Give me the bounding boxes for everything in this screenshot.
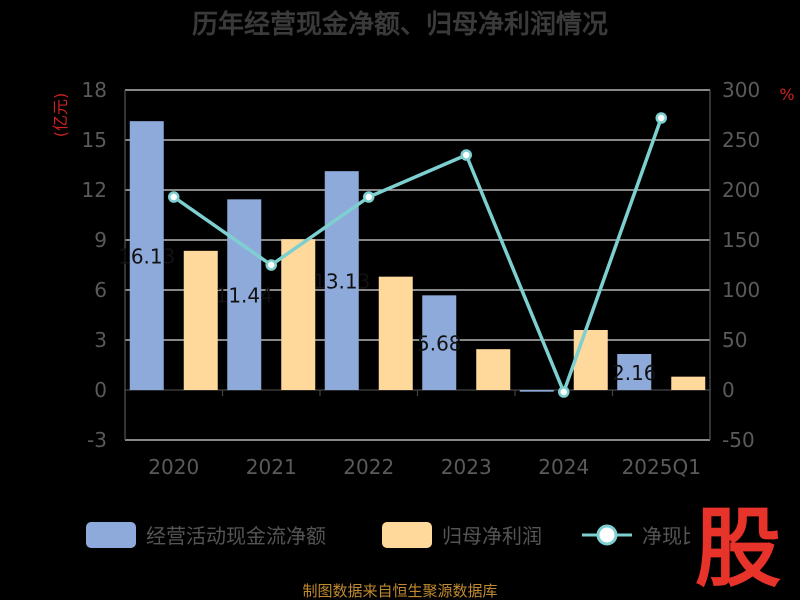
ratio-point — [168, 191, 180, 203]
left-tick-label: 6 — [94, 278, 107, 302]
x-tick-label: 2024 — [538, 455, 589, 479]
left-tick-label: 9 — [94, 228, 107, 252]
legend-swatch-operating-cashflow — [86, 522, 136, 548]
bar-operating-cashflow — [129, 121, 164, 391]
ratio-point — [558, 386, 570, 398]
data-source: 制图数据来自恒生聚源数据库 — [302, 582, 497, 600]
ratio-point — [655, 112, 667, 124]
right-tick-label: 300 — [722, 78, 760, 102]
legend-label-operating-cashflow: 经营活动现金流净额 — [146, 524, 326, 548]
x-tick-label: 2023 — [441, 455, 492, 479]
right-tick-label: 150 — [722, 228, 760, 252]
bar-net-profit — [671, 376, 706, 390]
bar-net-profit — [476, 349, 511, 390]
ratio-point — [363, 191, 375, 203]
bars — [129, 121, 706, 392]
bar-net-profit — [183, 250, 218, 390]
ratio-polyline — [172, 117, 663, 394]
left-tick-label: 0 — [94, 378, 107, 402]
bar-operating-cashflow — [617, 354, 652, 390]
bar-data-label: 16.13 — [118, 245, 175, 269]
bar-data-label: 2.16 — [612, 361, 657, 385]
left-tick-label: 12 — [82, 178, 107, 202]
right-tick-label: 100 — [722, 278, 760, 302]
right-tick-label: 200 — [722, 178, 760, 202]
grid — [124, 89, 711, 441]
left-tick-label: -3 — [87, 428, 107, 452]
legend-marker-ratio — [596, 524, 618, 546]
bar-data-label: 13.13 — [313, 270, 370, 294]
x-tick-label: 2022 — [343, 455, 394, 479]
bar-operating-cashflow — [422, 295, 457, 390]
bar-net-profit — [378, 276, 413, 390]
bar-data-label: 11.44 — [216, 284, 273, 308]
x-axis-ticks: 2020 2021 2022 2023 2024 2025Q1 — [148, 455, 701, 479]
legend-label-net-profit: 归母净利润 — [442, 524, 542, 548]
legend: 经营活动现金流净额 归母净利润 净现比 — [86, 522, 702, 548]
logo-stamp: 股 — [695, 499, 781, 599]
right-tick-label: -50 — [722, 428, 755, 452]
right-tick-label: 50 — [722, 328, 747, 352]
bar-operating-cashflow — [227, 199, 262, 390]
x-tick-label: 2021 — [246, 455, 297, 479]
bar-data-label: 5.68 — [417, 332, 462, 356]
left-tick-label: 3 — [94, 328, 107, 352]
left-axis-ticks: 18 15 12 9 6 3 0 -3 — [82, 78, 107, 452]
data-labels: 16.13 11.44 13.13 5.68 2.16 — [118, 245, 656, 385]
x-tick-label: 2025Q1 — [622, 455, 701, 479]
right-tick-label: 250 — [722, 128, 760, 152]
left-tick-label: 15 — [82, 128, 107, 152]
logo-backdrop — [690, 498, 786, 590]
left-tick-label: 18 — [82, 78, 107, 102]
bar-net-profit — [281, 239, 316, 390]
right-tick-label: 0 — [722, 378, 735, 402]
bar-net-profit — [573, 330, 608, 390]
right-axis-unit: % — [779, 85, 794, 104]
x-tick-label: 2020 — [148, 455, 199, 479]
legend-swatch-net-profit — [382, 522, 432, 548]
right-axis-ticks: 300 250 200 150 100 50 0 -50 — [722, 78, 760, 452]
chart-title: 历年经营现金净额、归母净利润情况 — [192, 9, 608, 40]
bar-operating-cashflow — [519, 390, 554, 392]
ratio-line — [168, 112, 667, 398]
ratio-point — [265, 259, 277, 271]
ratio-point — [460, 149, 472, 161]
left-axis-unit: (亿元) — [51, 93, 70, 138]
